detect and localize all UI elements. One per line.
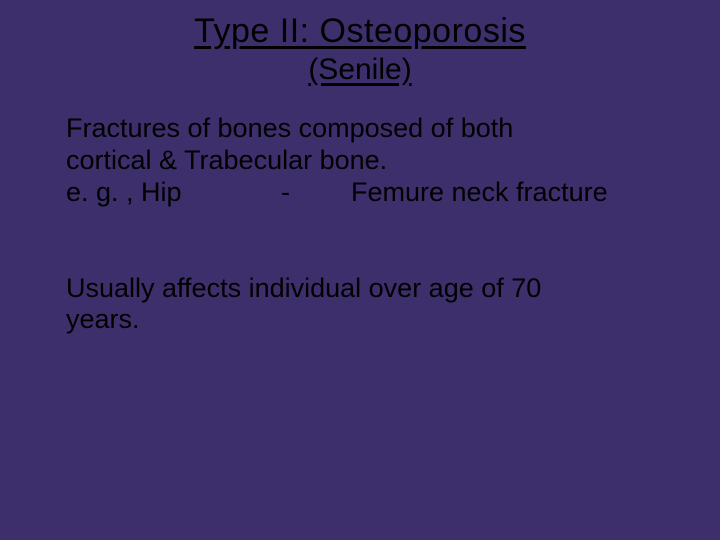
paragraph-1: Fractures of bones composed of both cort… (66, 113, 660, 209)
paragraph-2: Usually affects individual over age of 7… (66, 273, 660, 337)
example-dash: - (281, 177, 351, 209)
slide-subtitle: (Senile) (0, 53, 720, 87)
spacer (66, 209, 660, 273)
body-block: Fractures of bones composed of both cort… (0, 87, 720, 336)
example-right: Femure neck fracture (351, 177, 660, 209)
example-left: e. g. , Hip (66, 177, 281, 209)
paragraph-1-line-2: cortical & Trabecular bone. (66, 145, 660, 177)
paragraph-2-line-1: Usually affects individual over age of 7… (66, 273, 660, 305)
example-line: e. g. , Hip - Femure neck fracture (66, 177, 660, 209)
slide-title: Type II: Osteoporosis (0, 12, 720, 51)
title-block: Type II: Osteoporosis (Senile) (0, 0, 720, 87)
paragraph-1-line-1: Fractures of bones composed of both (66, 113, 660, 145)
paragraph-2-line-2: years. (66, 304, 660, 336)
